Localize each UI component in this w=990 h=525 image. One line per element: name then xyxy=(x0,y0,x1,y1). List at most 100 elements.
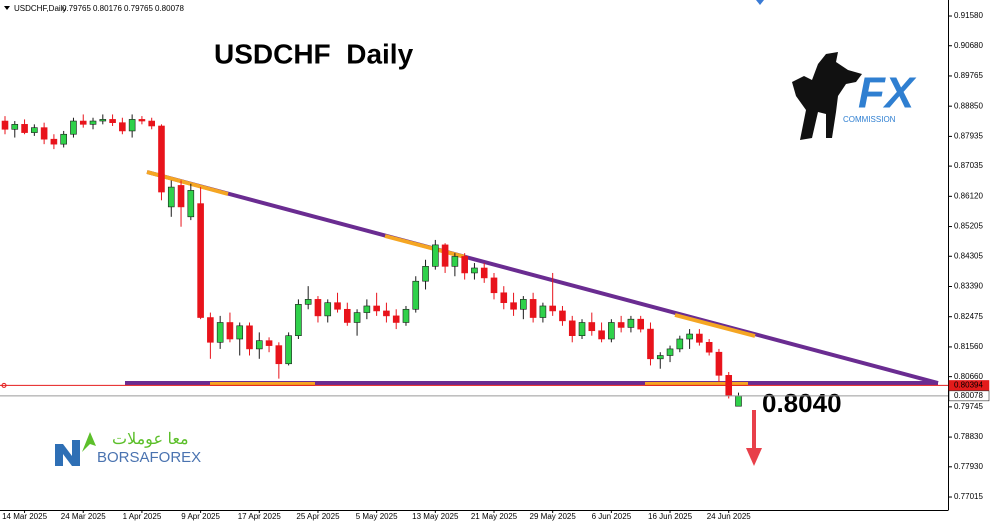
candle-body xyxy=(588,322,596,332)
x-tick-label: 24 Jun 2025 xyxy=(707,512,752,521)
candle-body xyxy=(99,119,107,122)
candle-body xyxy=(608,322,615,340)
logo-borsa: BORSAFOREX xyxy=(97,449,201,466)
x-tick-label: 9 Apr 2025 xyxy=(181,512,220,521)
candle-body xyxy=(31,127,38,133)
candle-body xyxy=(461,256,468,274)
candle-body xyxy=(432,244,439,267)
y-tick-label: 0.79745 xyxy=(954,402,983,411)
shift-marker xyxy=(756,0,764,5)
candle-body xyxy=(373,305,380,312)
candle-body xyxy=(363,305,371,313)
y-tick-label: 0.91580 xyxy=(954,11,983,20)
candle-body xyxy=(549,305,556,312)
candle-body xyxy=(676,338,684,350)
x-tick-label: 14 Mar 2025 xyxy=(2,512,47,521)
price-line-start xyxy=(1,382,7,388)
candle-body xyxy=(40,127,48,140)
candle-body xyxy=(392,315,400,323)
y-tick-label: 0.84305 xyxy=(954,251,983,260)
candle-body xyxy=(334,302,341,310)
header-close: 0.80078 xyxy=(155,4,184,13)
candle-body xyxy=(197,203,204,318)
logo-fx: FX xyxy=(858,69,917,118)
candle-body xyxy=(255,340,263,350)
candle-body xyxy=(21,124,28,133)
candle-body xyxy=(627,318,635,328)
candle-body xyxy=(11,124,19,130)
candle-body xyxy=(138,119,146,122)
candle-body xyxy=(187,190,195,218)
touch-highlight xyxy=(674,313,756,338)
candle-body xyxy=(89,120,97,125)
candle-body xyxy=(60,133,67,145)
header-high: 0.80176 xyxy=(93,4,122,13)
candle-body xyxy=(226,322,234,340)
x-tick-label: 29 May 2025 xyxy=(530,512,577,521)
y-tick-label: 0.90680 xyxy=(954,41,983,50)
candle-body xyxy=(529,299,537,318)
y-tick-label: 0.89765 xyxy=(954,71,983,80)
x-tick-label: 21 May 2025 xyxy=(471,512,518,521)
candle-body xyxy=(119,122,126,132)
candle-body xyxy=(148,120,155,127)
y-tick-label: 0.80660 xyxy=(954,372,983,381)
candle-body xyxy=(656,355,664,360)
menu-arrow xyxy=(4,6,10,10)
x-tick-label: 1 Apr 2025 xyxy=(123,512,162,521)
logo-arabic: معا عوملات xyxy=(112,431,189,448)
candle-body xyxy=(559,310,566,322)
borsa-logo: معا عوملات BORSAFOREX xyxy=(55,431,201,466)
borsa-icon xyxy=(55,440,80,466)
candle-body xyxy=(568,320,576,336)
candle-body xyxy=(285,335,292,365)
touch-highlight xyxy=(384,234,466,259)
chart-title: USDCHF Daily xyxy=(214,38,414,69)
header-low: 0.79765 xyxy=(124,4,153,13)
y-tick-label: 0.88850 xyxy=(954,101,983,110)
borsa-icon-arrow xyxy=(82,432,96,452)
candle-body xyxy=(705,342,713,353)
candle-body xyxy=(647,328,654,360)
candle-body xyxy=(343,308,351,323)
candle-body xyxy=(539,305,547,318)
candle-body xyxy=(1,120,9,130)
x-tick-label: 25 Apr 2025 xyxy=(296,512,340,521)
candle-body xyxy=(353,312,361,323)
y-tick-label: 0.77015 xyxy=(954,492,983,501)
candle-body xyxy=(598,330,605,340)
candle-body xyxy=(578,322,586,336)
candle-body xyxy=(265,340,273,346)
candle-body xyxy=(402,308,410,323)
candle-body xyxy=(490,277,498,294)
y-tick-label: 0.87935 xyxy=(954,132,983,141)
price-label-box xyxy=(948,380,990,391)
down-arrow xyxy=(746,410,762,466)
candle-body xyxy=(79,120,87,125)
candle-body xyxy=(216,322,224,343)
candle-body xyxy=(735,395,742,407)
header: USDCHF,Daily 0.79765 0.80176 0.79765 0.8… xyxy=(14,4,184,13)
logo-fx-sub: COMMISSION xyxy=(843,115,896,124)
y-tick-label: 0.77930 xyxy=(954,462,983,471)
candle-body xyxy=(109,119,116,123)
candle-body xyxy=(304,299,312,305)
candle-body xyxy=(246,325,253,350)
x-tick-label: 24 Mar 2025 xyxy=(61,512,106,521)
x-tick-label: 5 May 2025 xyxy=(356,512,398,521)
candle-body xyxy=(412,280,420,310)
price-label: 0.80078 xyxy=(954,391,983,400)
candle-body xyxy=(617,322,625,328)
candle-body xyxy=(383,310,390,317)
header-open: 0.79765 xyxy=(62,4,91,13)
candle-body xyxy=(167,186,175,208)
candle-body xyxy=(637,318,645,330)
y-tick-label: 0.85205 xyxy=(954,222,983,231)
x-tick-label: 17 Apr 2025 xyxy=(238,512,282,521)
candle-body xyxy=(520,299,527,310)
x-tick-label: 13 May 2025 xyxy=(412,512,459,521)
candle-body xyxy=(70,120,77,135)
candle-body xyxy=(480,267,488,279)
